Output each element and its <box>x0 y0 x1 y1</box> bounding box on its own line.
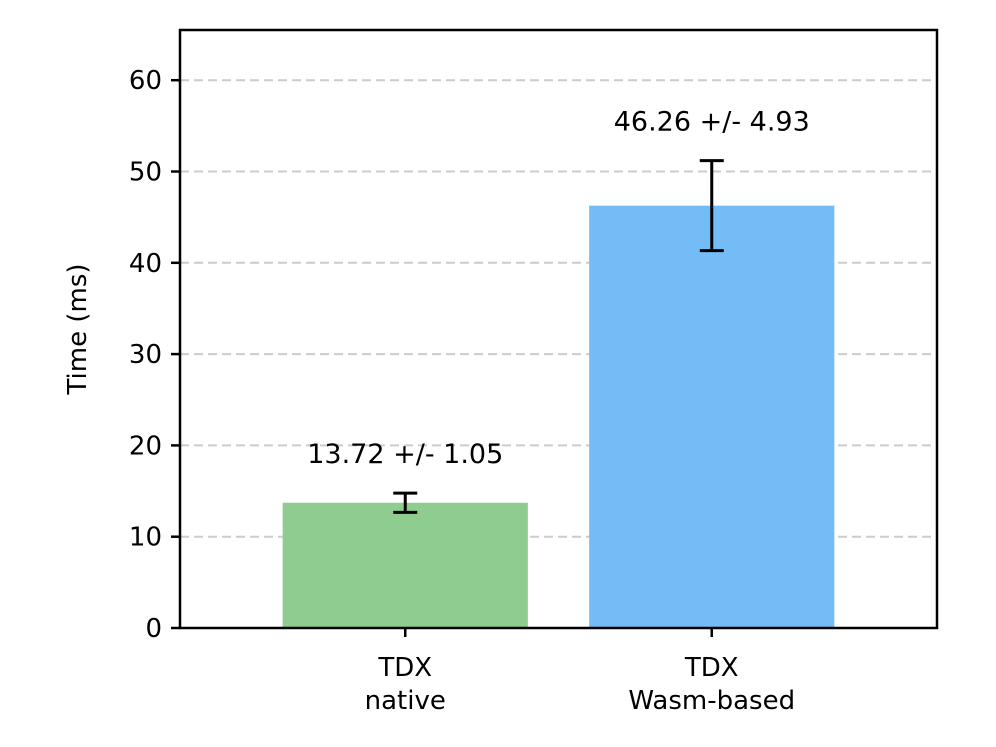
y-tick-label: 60 <box>129 66 162 96</box>
x-tick-label: TDX Wasm-based <box>628 653 795 716</box>
bars <box>282 205 835 628</box>
x-tick-label-line: TDX <box>377 653 432 683</box>
bar <box>589 205 835 628</box>
plot-frame <box>178 28 939 630</box>
x-tick-label-line: native <box>365 686 446 716</box>
bar-annotation: 13.72 +/- 1.05 <box>307 439 503 470</box>
bar-annotations: 13.72 +/- 1.05 46.26 +/- 4.93 <box>307 107 810 471</box>
y-axis: 0 10 20 30 40 50 60 <box>129 66 180 644</box>
y-axis-title: Time (ms) <box>63 263 93 395</box>
y-tick-label: 10 <box>129 523 162 553</box>
y-tick-label: 0 <box>145 614 162 644</box>
y-tick-label: 30 <box>129 340 162 370</box>
x-tick-label-line: TDX <box>684 653 739 683</box>
x-tick-label: TDX native <box>365 653 446 716</box>
y-tick-label: 20 <box>129 431 162 461</box>
y-tick-label: 40 <box>129 249 162 279</box>
error-bar <box>699 159 724 253</box>
x-tick-label-line: Wasm-based <box>628 686 795 716</box>
error-bars <box>393 159 724 514</box>
error-bar <box>393 491 418 514</box>
bar <box>282 502 528 628</box>
y-tick-label: 50 <box>129 158 162 188</box>
bar-annotation: 46.26 +/- 4.93 <box>614 107 810 138</box>
